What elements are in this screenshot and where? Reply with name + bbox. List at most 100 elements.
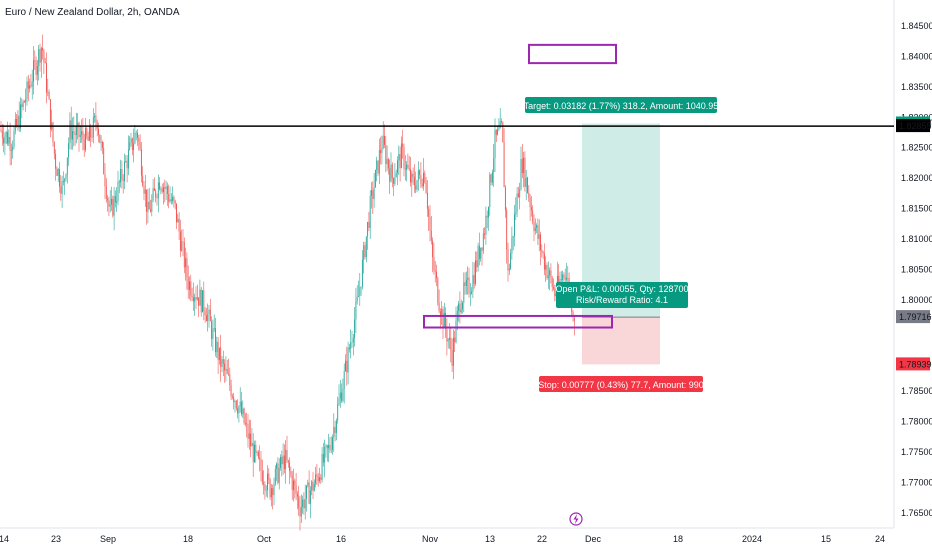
candle-body	[81, 131, 83, 136]
candle-body	[490, 174, 492, 183]
candle-body	[277, 463, 279, 483]
candle-body	[433, 257, 435, 270]
candle-body	[143, 185, 145, 194]
candle-body	[332, 437, 333, 450]
candle-body	[229, 374, 231, 386]
candle-body	[103, 147, 105, 175]
candle-body	[72, 131, 73, 140]
candle-body	[122, 180, 124, 181]
candle-body	[0, 129, 2, 131]
candle-body	[48, 91, 50, 100]
candle-body	[534, 227, 536, 232]
y-tick-label: 1.77000	[901, 477, 932, 487]
candle-body	[101, 142, 103, 148]
candle-body	[261, 470, 263, 483]
candle-body	[514, 214, 515, 237]
candle-body	[363, 245, 365, 260]
candle-body	[27, 81, 29, 89]
candle-body	[387, 159, 389, 169]
candle-body	[36, 66, 38, 75]
candle-body	[170, 199, 172, 202]
candle-body	[542, 251, 544, 254]
candle-body	[33, 60, 34, 82]
y-tick-label: 1.81000	[901, 234, 932, 244]
candle-body	[307, 482, 309, 486]
candle-body	[92, 117, 94, 138]
pnl-label: Open P&L: 0.00055, Qty: 128700 Risk/Rewa…	[555, 282, 689, 308]
candle-body	[507, 249, 509, 271]
candle-body	[477, 245, 479, 268]
support-box[interactable]	[423, 314, 613, 329]
candle-body	[541, 250, 543, 252]
candle-body	[506, 210, 508, 250]
candle-body	[95, 115, 97, 123]
candle-body	[246, 423, 248, 425]
candle-body	[348, 347, 350, 350]
candle-body	[273, 483, 275, 496]
candle-body	[381, 147, 383, 154]
candle-body	[566, 277, 567, 280]
event-lightning-icon[interactable]	[569, 512, 583, 526]
candle-body	[269, 479, 271, 498]
price-tag-bg	[896, 357, 930, 371]
candle-body	[221, 359, 223, 367]
candle-body	[263, 482, 265, 485]
candle-body	[512, 236, 514, 238]
candle-body	[553, 287, 554, 289]
candle-body	[420, 174, 422, 184]
price-axis[interactable]: 1.845001.840001.835001.830001.825001.820…	[901, 21, 932, 518]
candle-body	[529, 197, 531, 208]
time-axis[interactable]: 14 23 Sep 18 Oct 16 Nov 13 22 Dec 18 2024 15 24	[0, 534, 885, 544]
rr-label-text: Risk/Reward Ratio: 4.1	[576, 295, 668, 305]
candle-body	[16, 118, 18, 126]
candle-body	[471, 291, 473, 294]
candle-body	[551, 277, 553, 288]
x-tick-label: Oct	[257, 534, 272, 544]
candle-body	[403, 147, 405, 169]
candle-body	[100, 142, 102, 143]
candle-body	[205, 315, 207, 321]
candle-body	[91, 137, 93, 138]
candle-body	[462, 302, 463, 310]
candle-body	[365, 236, 367, 258]
candle-body	[434, 269, 436, 272]
candle-body	[374, 169, 376, 188]
candle-body	[147, 201, 149, 212]
candle-body	[394, 177, 396, 184]
candle-body	[489, 174, 491, 208]
candle-body	[428, 208, 430, 217]
stop-zone[interactable]	[582, 317, 660, 365]
candle-body	[499, 121, 501, 129]
candle-body	[276, 463, 278, 469]
hline-tag-label: 1.82855	[899, 121, 932, 131]
candle-body	[546, 264, 548, 279]
candle-body	[558, 275, 560, 283]
x-tick-label: 16	[336, 534, 346, 544]
candle-body	[78, 122, 80, 137]
candle-body	[105, 186, 107, 199]
candle-body	[169, 199, 171, 202]
candle-body	[195, 297, 197, 300]
candle-body	[235, 401, 237, 409]
y-tick-label: 1.80500	[901, 264, 932, 274]
candle-body	[320, 477, 322, 480]
candle-body	[475, 260, 476, 284]
candle-body	[410, 169, 411, 183]
y-tick-label: 1.77500	[901, 447, 932, 457]
candle-body	[3, 138, 5, 144]
candle-body	[129, 142, 131, 150]
candle-body	[46, 63, 47, 93]
candle-body	[468, 277, 470, 294]
candle-body	[109, 204, 111, 207]
candle-body	[313, 483, 315, 491]
candle-body	[30, 85, 32, 87]
candle-body	[398, 154, 400, 161]
candle-body	[439, 311, 441, 318]
candle-body	[125, 160, 127, 162]
candle-body	[296, 493, 298, 497]
candle-body	[464, 282, 466, 287]
candle-body	[140, 149, 142, 176]
candle-body	[179, 231, 181, 251]
upper-box[interactable]	[528, 43, 617, 65]
